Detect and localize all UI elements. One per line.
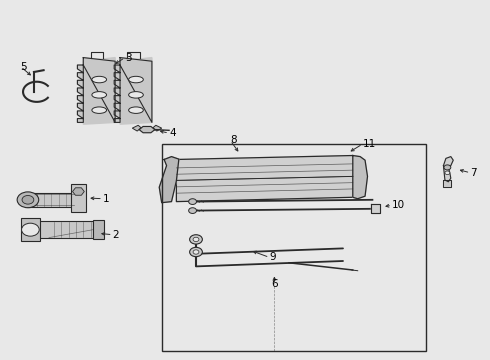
Text: 1: 1 (103, 194, 110, 204)
Bar (27, 193, 74, 207)
Polygon shape (153, 125, 162, 131)
Polygon shape (132, 125, 141, 131)
Circle shape (444, 165, 451, 170)
Circle shape (193, 250, 199, 254)
Polygon shape (73, 188, 84, 195)
Polygon shape (77, 58, 115, 122)
Text: 9: 9 (270, 252, 276, 262)
Polygon shape (353, 156, 368, 199)
Ellipse shape (128, 76, 143, 83)
Text: 6: 6 (271, 279, 278, 289)
Bar (93, 220, 104, 239)
Circle shape (190, 247, 202, 257)
Circle shape (22, 195, 34, 204)
Polygon shape (120, 58, 152, 124)
Polygon shape (83, 58, 115, 124)
Polygon shape (139, 126, 155, 133)
Bar (21, 218, 40, 241)
Bar (27, 221, 98, 238)
Ellipse shape (92, 91, 107, 98)
Ellipse shape (92, 76, 107, 83)
Text: 11: 11 (363, 139, 376, 149)
Circle shape (17, 192, 39, 208)
Text: 3: 3 (125, 53, 132, 63)
Ellipse shape (92, 107, 107, 113)
Polygon shape (371, 204, 380, 213)
Bar (71, 184, 86, 212)
Polygon shape (114, 58, 152, 122)
Circle shape (445, 171, 450, 175)
Text: 10: 10 (392, 200, 405, 210)
Bar (162, 144, 426, 351)
Circle shape (193, 237, 199, 242)
Polygon shape (159, 157, 179, 203)
Circle shape (190, 235, 202, 244)
Text: 8: 8 (230, 135, 237, 145)
Text: 5: 5 (21, 62, 27, 72)
Text: 7: 7 (470, 168, 477, 178)
Circle shape (189, 208, 196, 213)
Polygon shape (443, 157, 453, 182)
Circle shape (22, 223, 39, 236)
Circle shape (189, 199, 196, 204)
Polygon shape (443, 180, 451, 187)
Polygon shape (176, 156, 353, 202)
Text: 2: 2 (113, 230, 120, 240)
Ellipse shape (128, 91, 143, 98)
Text: 4: 4 (169, 128, 176, 138)
Ellipse shape (128, 107, 143, 113)
